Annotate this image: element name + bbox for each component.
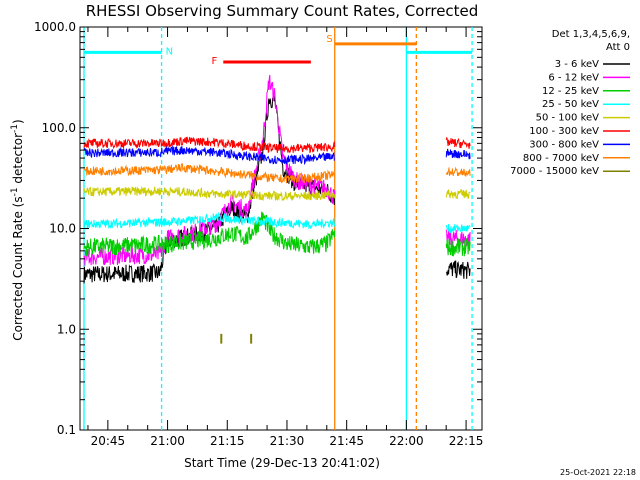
- series-line: [83, 211, 336, 257]
- y-axis-label-prefix: Corrected Count Rate (s: [11, 196, 25, 340]
- y-axis-ticks: 0.1 1.0 10.0 100.0 1000.0: [34, 20, 482, 437]
- y-tick-label: 10.0: [49, 222, 76, 236]
- y-axis-label-suffix: ): [11, 119, 25, 124]
- legend-label: 6 - 12 keV: [548, 72, 599, 83]
- y-tick-label: 0.1: [57, 423, 76, 437]
- series-line: [83, 95, 336, 284]
- series-line-post: [445, 166, 471, 177]
- series-line-post: [445, 238, 471, 257]
- x-axis-label: Start Time (29-Dec-13 20:41:02): [184, 456, 380, 470]
- legend-label: 7000 - 15000 keV: [510, 166, 599, 177]
- chart-title: RHESSI Observing Summary Count Rates, Co…: [86, 2, 479, 20]
- y-axis-label-sup2: -1: [10, 124, 20, 133]
- x-tick-label: 21:15: [210, 434, 245, 448]
- series-line: [83, 163, 336, 184]
- x-tick-label: 21:30: [270, 434, 305, 448]
- series-line-post: [445, 136, 471, 149]
- y-tick-label: 100.0: [42, 121, 76, 135]
- legend-label: 25 - 50 keV: [542, 99, 599, 110]
- y-tick-label: 1.0: [57, 322, 76, 336]
- legend-label: 3 - 6 keV: [555, 59, 599, 70]
- y-axis-label: Corrected Count Rate (s-1 detector-1): [10, 119, 25, 340]
- legend-label: 50 - 100 keV: [536, 113, 600, 124]
- plot-area: N F S: [79, 26, 483, 431]
- legend-header-line-1: Det 1,3,4,5,6,9,: [552, 29, 630, 40]
- x-tick-label: 20:45: [91, 434, 126, 448]
- series-line: [83, 136, 336, 154]
- x-tick-label: 22:15: [449, 434, 484, 448]
- series-line-post: [445, 223, 471, 234]
- y-axis-label-mid: detector: [11, 133, 25, 188]
- series-line: [83, 144, 335, 166]
- interval-label: S: [326, 34, 332, 45]
- x-tick-label: 21:00: [150, 434, 185, 448]
- x-tick-label: 22:00: [389, 434, 424, 448]
- x-axis-ticks: 20:45 21:00 21:15 21:30 21:45 22:00 22:15: [87, 27, 484, 448]
- legend-label: 12 - 25 keV: [542, 86, 599, 97]
- series-line: [83, 211, 336, 230]
- x-tick-label: 21:45: [329, 434, 364, 448]
- y-tick-label: 1000.0: [34, 20, 76, 34]
- plot-frame: [79, 26, 483, 431]
- interval-label: N: [166, 46, 173, 57]
- timestamp: 25-Oct-2021 22:18: [560, 468, 636, 477]
- interval-label: F: [212, 56, 218, 67]
- series-line: [83, 186, 336, 202]
- y-axis-label-sup: -1: [10, 187, 20, 196]
- legend-header-line-2: Att 0: [606, 42, 630, 53]
- legend-label: 100 - 300 keV: [529, 126, 599, 137]
- legend: Det 1,3,4,5,6,9, Att 0 3 - 6 keV 6 - 12 k…: [510, 29, 630, 177]
- legend-label: 300 - 800 keV: [529, 139, 599, 150]
- series-line-post: [445, 148, 471, 160]
- series-line-post: [445, 189, 471, 200]
- series-line-post: [445, 260, 471, 279]
- legend-label: 800 - 7000 keV: [523, 153, 599, 164]
